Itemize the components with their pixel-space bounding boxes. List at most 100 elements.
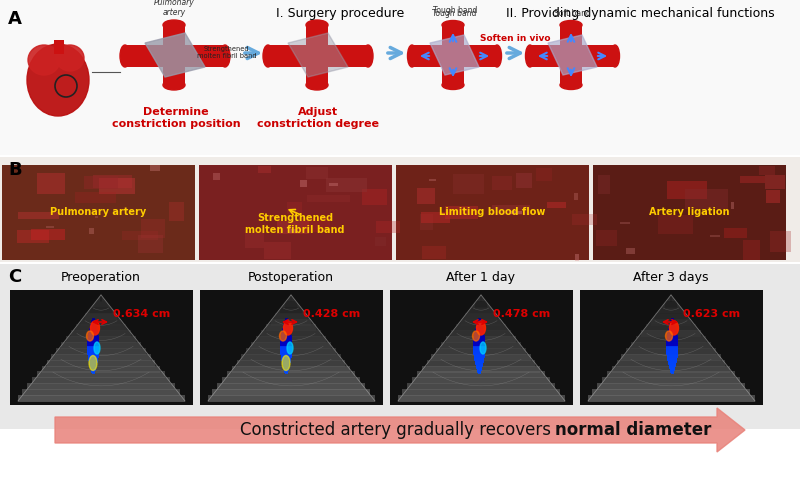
Bar [622, 354, 721, 361]
Bar [476, 327, 483, 329]
Bar [88, 359, 98, 361]
Bar [87, 349, 99, 351]
Bar [473, 346, 485, 348]
Bar [474, 334, 484, 336]
Text: normal diameter: normal diameter [555, 421, 711, 439]
Bar [284, 322, 289, 324]
Bar [442, 25, 464, 85]
Bar [281, 332, 291, 334]
Bar [90, 326, 97, 328]
Bar [280, 307, 302, 314]
Bar [620, 222, 630, 224]
Bar [95, 216, 98, 218]
Bar [87, 345, 99, 347]
Bar [473, 347, 485, 349]
Bar [669, 367, 675, 369]
Text: 0.623 cm: 0.623 cm [683, 309, 740, 319]
Bar [280, 353, 292, 355]
Bar [75, 192, 116, 203]
Text: Preoperation: Preoperation [61, 272, 141, 285]
Bar [477, 322, 482, 324]
Bar [280, 347, 292, 349]
Bar [474, 357, 484, 359]
Bar [530, 45, 615, 67]
Bar [280, 339, 292, 341]
Bar [396, 165, 589, 260]
Bar [473, 349, 485, 351]
Bar [87, 353, 99, 355]
Ellipse shape [27, 44, 89, 116]
Bar [666, 345, 678, 347]
Ellipse shape [407, 45, 417, 67]
Bar [670, 320, 674, 322]
Text: Postoperation: Postoperation [248, 272, 334, 285]
Text: Artery ligation: Artery ligation [649, 207, 730, 217]
Bar [89, 330, 98, 332]
Bar [473, 352, 485, 354]
Bar [89, 361, 98, 363]
Bar [429, 179, 436, 181]
Bar [307, 195, 350, 202]
Bar [37, 173, 65, 194]
Bar [474, 356, 485, 358]
Bar [87, 339, 99, 341]
Bar [666, 346, 678, 348]
Ellipse shape [56, 45, 84, 71]
Text: Strengthened
molten fibril band: Strengthened molten fibril band [197, 47, 257, 60]
Bar [477, 323, 482, 325]
Text: A: A [8, 10, 22, 28]
Ellipse shape [163, 80, 185, 90]
Text: Determine
constriction position: Determine constriction position [112, 107, 240, 129]
Ellipse shape [560, 21, 582, 29]
Bar [138, 235, 163, 253]
Bar [456, 324, 506, 331]
Bar [227, 372, 355, 378]
Bar [81, 319, 122, 325]
Bar [32, 377, 170, 384]
Bar [281, 357, 291, 359]
Polygon shape [18, 295, 185, 401]
Bar [90, 324, 96, 326]
Text: Tough band: Tough band [432, 9, 476, 18]
Ellipse shape [442, 21, 464, 29]
Bar [264, 242, 291, 259]
Bar [87, 348, 99, 350]
Bar [163, 25, 185, 85]
Bar [376, 221, 400, 233]
Bar [287, 202, 302, 214]
Bar [251, 342, 331, 349]
Bar [476, 365, 483, 367]
Bar [477, 368, 482, 370]
Bar [246, 348, 336, 355]
Bar [89, 228, 94, 234]
Ellipse shape [220, 45, 230, 67]
Bar [91, 323, 96, 325]
Bar [724, 228, 747, 238]
Bar [667, 354, 678, 356]
Bar [412, 45, 497, 67]
Bar [641, 330, 701, 337]
Bar [407, 383, 554, 390]
Bar [710, 235, 720, 237]
Bar [88, 355, 99, 357]
Bar [280, 352, 292, 354]
Bar [743, 240, 760, 260]
Bar [667, 332, 677, 334]
Bar [282, 361, 291, 363]
Bar [283, 327, 290, 329]
Bar [666, 338, 678, 340]
Bar [658, 215, 693, 234]
Bar [666, 353, 678, 355]
Bar [475, 328, 483, 330]
Bar [90, 325, 96, 327]
Text: Strengthened
molten fibril band: Strengthened molten fibril band [246, 213, 345, 235]
Bar [285, 319, 288, 321]
Bar [592, 389, 750, 396]
Bar [475, 362, 483, 364]
Bar [280, 343, 292, 345]
Bar [666, 342, 678, 344]
Text: Tough band: Tough band [433, 6, 477, 15]
Polygon shape [398, 295, 565, 401]
Bar [671, 372, 674, 374]
Bar [759, 166, 775, 175]
